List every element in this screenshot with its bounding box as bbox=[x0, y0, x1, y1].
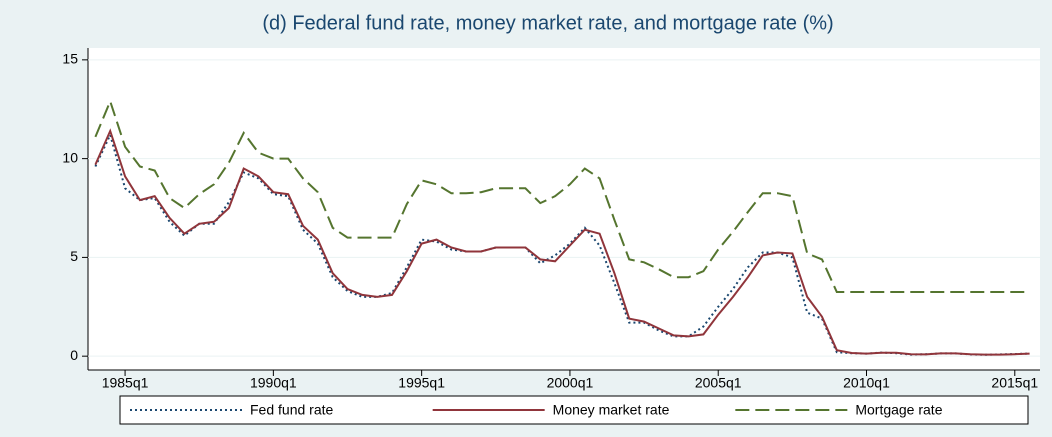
legend-label: Money market rate bbox=[553, 402, 670, 418]
plot-area bbox=[88, 48, 1040, 370]
x-tick-label: 1990q1 bbox=[250, 375, 297, 391]
x-tick-label: 2005q1 bbox=[695, 375, 742, 391]
y-tick-label: 5 bbox=[70, 248, 78, 264]
x-tick-label: 1985q1 bbox=[102, 375, 149, 391]
y-tick-label: 10 bbox=[62, 149, 78, 165]
x-tick-label: 1995q1 bbox=[398, 375, 445, 391]
x-tick-label: 2015q1 bbox=[991, 375, 1038, 391]
chart-title: (d) Federal fund rate, money market rate… bbox=[262, 12, 833, 34]
legend-box bbox=[119, 395, 1029, 425]
x-tick-label: 2010q1 bbox=[843, 375, 890, 391]
legend-label: Mortgage rate bbox=[855, 402, 942, 418]
y-tick-label: 15 bbox=[62, 51, 78, 67]
x-tick-label: 2000q1 bbox=[547, 375, 594, 391]
series-line bbox=[94, 98, 1030, 293]
y-tick-label: 0 bbox=[70, 347, 78, 363]
legend-label: Fed fund rate bbox=[250, 402, 333, 418]
series-line bbox=[94, 128, 1030, 356]
